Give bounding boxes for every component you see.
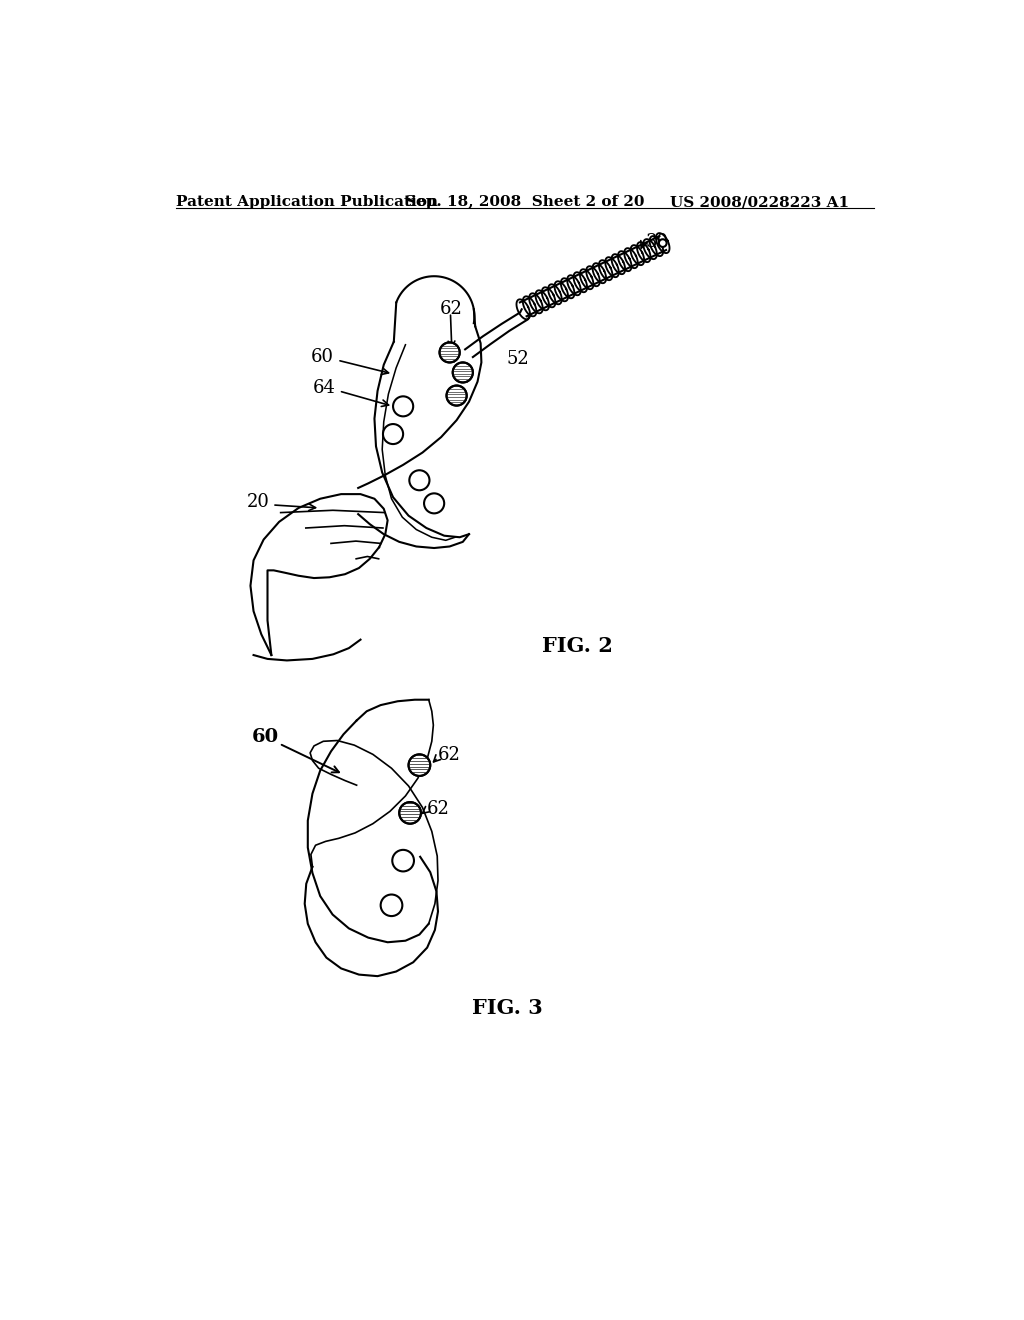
Text: 30: 30 bbox=[646, 232, 669, 251]
Circle shape bbox=[446, 385, 467, 405]
Text: 52: 52 bbox=[506, 350, 529, 367]
Circle shape bbox=[392, 850, 414, 871]
Circle shape bbox=[409, 755, 430, 776]
Circle shape bbox=[658, 239, 667, 247]
Text: 62: 62 bbox=[439, 301, 463, 318]
Circle shape bbox=[393, 396, 414, 416]
Circle shape bbox=[453, 363, 473, 383]
Text: US 2008/0228223 A1: US 2008/0228223 A1 bbox=[671, 195, 850, 210]
Circle shape bbox=[439, 342, 460, 363]
Text: Patent Application Publication: Patent Application Publication bbox=[176, 195, 438, 210]
Text: Sep. 18, 2008  Sheet 2 of 20: Sep. 18, 2008 Sheet 2 of 20 bbox=[406, 195, 645, 210]
Circle shape bbox=[410, 470, 429, 490]
Circle shape bbox=[383, 424, 403, 444]
Text: 64: 64 bbox=[312, 379, 336, 397]
Text: 60: 60 bbox=[310, 348, 334, 366]
Text: 60: 60 bbox=[252, 729, 280, 746]
Circle shape bbox=[399, 803, 421, 824]
Text: 62: 62 bbox=[438, 746, 461, 764]
Text: 62: 62 bbox=[426, 800, 450, 818]
Circle shape bbox=[424, 494, 444, 513]
Text: FIG. 3: FIG. 3 bbox=[472, 998, 543, 1018]
Circle shape bbox=[381, 895, 402, 916]
Text: FIG. 2: FIG. 2 bbox=[542, 636, 613, 656]
Text: 20: 20 bbox=[247, 492, 270, 511]
